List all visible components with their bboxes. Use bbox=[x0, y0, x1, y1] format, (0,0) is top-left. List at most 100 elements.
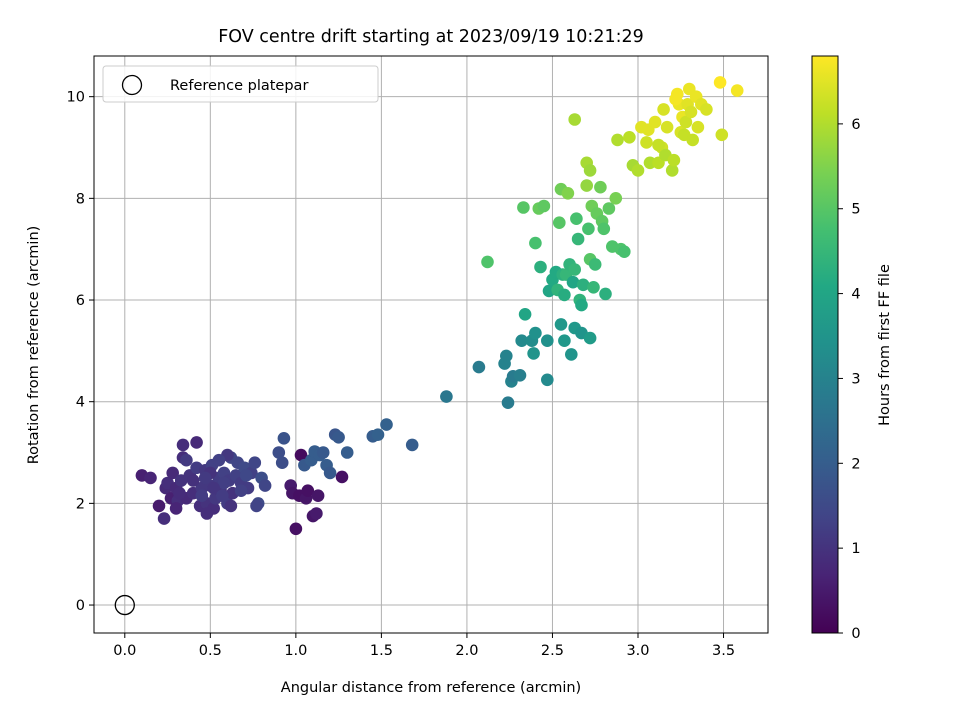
data-point bbox=[684, 105, 698, 119]
data-point bbox=[518, 308, 532, 321]
data-point bbox=[405, 438, 419, 452]
data-point bbox=[513, 369, 527, 382]
data-point bbox=[180, 453, 193, 467]
axes: 0.0 0.5 1.0 1.5 2.0 2.5 3.0 3.5 0 2 4 6 8 10 bbox=[67, 55, 769, 659]
data-point bbox=[566, 275, 580, 289]
data-point bbox=[583, 331, 597, 345]
data-point bbox=[289, 522, 303, 536]
data-point bbox=[224, 499, 238, 513]
y-tick-label: 10 bbox=[67, 90, 85, 106]
data-point bbox=[713, 76, 727, 89]
data-point bbox=[599, 287, 612, 301]
data-point bbox=[700, 103, 713, 116]
data-point bbox=[517, 201, 530, 214]
data-point bbox=[587, 281, 600, 294]
data-point bbox=[609, 192, 623, 205]
y-axis-label: Rotation from reference (arcmin) bbox=[26, 226, 42, 465]
y-tick-label: 2 bbox=[76, 496, 85, 512]
data-point bbox=[691, 120, 705, 134]
data-point bbox=[186, 474, 200, 487]
data-point bbox=[501, 396, 515, 410]
x-tick-label: 0.5 bbox=[199, 643, 222, 659]
colorbar-tick-label: 3 bbox=[851, 371, 860, 387]
data-point bbox=[250, 499, 263, 513]
y-tick-label: 6 bbox=[76, 293, 85, 309]
colorbar-tick-label: 6 bbox=[851, 117, 860, 133]
data-point bbox=[631, 164, 645, 177]
data-point bbox=[652, 138, 665, 152]
data-point bbox=[166, 466, 179, 480]
data-point bbox=[665, 164, 679, 177]
data-point bbox=[301, 484, 315, 498]
data-point bbox=[541, 334, 554, 348]
data-point bbox=[679, 115, 693, 129]
grid-lines bbox=[94, 56, 768, 633]
data-point bbox=[152, 499, 166, 513]
colorbar-tick-label: 1 bbox=[851, 541, 860, 557]
data-point bbox=[440, 390, 453, 403]
x-tick-label: 2.0 bbox=[455, 643, 478, 659]
data-point bbox=[275, 456, 289, 470]
data-point bbox=[198, 471, 212, 485]
x-tick-label: 1.5 bbox=[370, 643, 393, 659]
data-point bbox=[568, 113, 581, 126]
data-point bbox=[323, 466, 337, 480]
colorbar: 0 1 2 3 4 5 6 Hours from first FF file bbox=[811, 55, 893, 642]
data-point bbox=[515, 334, 528, 348]
plot-frame bbox=[93, 55, 769, 634]
data-point bbox=[580, 179, 593, 192]
data-point bbox=[669, 92, 682, 106]
data-point bbox=[558, 288, 571, 302]
data-point bbox=[715, 128, 729, 142]
data-point bbox=[657, 103, 670, 116]
data-point bbox=[217, 476, 231, 490]
data-point bbox=[537, 199, 551, 213]
data-point bbox=[597, 222, 611, 236]
data-point bbox=[335, 470, 349, 484]
data-point bbox=[553, 216, 566, 229]
data-point bbox=[575, 298, 588, 312]
data-point bbox=[169, 502, 183, 515]
reference-layer bbox=[114, 594, 135, 616]
data-point bbox=[618, 245, 631, 258]
data-point bbox=[568, 263, 581, 276]
data-point bbox=[558, 334, 571, 348]
legend-box bbox=[102, 65, 379, 103]
colorbar-ticks: 0 1 2 3 4 5 6 bbox=[838, 117, 861, 642]
data-point bbox=[583, 164, 597, 177]
data-point bbox=[570, 212, 583, 225]
data-point bbox=[207, 481, 220, 495]
data-points bbox=[135, 76, 744, 536]
data-point bbox=[310, 507, 323, 520]
data-point bbox=[311, 489, 325, 503]
data-point bbox=[640, 136, 653, 149]
legend-reference-marker bbox=[121, 74, 143, 96]
data-point bbox=[529, 326, 542, 340]
colorbar-gradient bbox=[811, 55, 839, 634]
data-point bbox=[594, 180, 607, 194]
data-point bbox=[380, 418, 393, 431]
data-point bbox=[500, 349, 513, 363]
x-tick-label: 1.0 bbox=[284, 643, 307, 659]
data-point bbox=[216, 489, 229, 503]
colorbar-tick-label: 5 bbox=[851, 202, 860, 218]
data-point bbox=[472, 360, 486, 374]
colorbar-tick-label: 2 bbox=[851, 456, 860, 472]
data-point bbox=[173, 486, 186, 500]
data-point bbox=[316, 446, 330, 459]
legend-entry-reference-platepar: Reference platepar bbox=[170, 78, 308, 94]
data-point bbox=[660, 120, 674, 134]
x-tick-label: 0.0 bbox=[113, 643, 136, 659]
data-point bbox=[190, 436, 203, 449]
data-point bbox=[667, 153, 681, 167]
data-point bbox=[157, 512, 171, 525]
data-point bbox=[588, 258, 602, 271]
data-point bbox=[642, 123, 655, 136]
data-point bbox=[529, 236, 542, 250]
data-point bbox=[481, 255, 494, 269]
x-axis-label: Angular distance from reference (arcmin) bbox=[281, 680, 581, 696]
colorbar-tick-label: 4 bbox=[851, 287, 860, 303]
data-point bbox=[527, 347, 540, 360]
data-point bbox=[176, 438, 190, 452]
